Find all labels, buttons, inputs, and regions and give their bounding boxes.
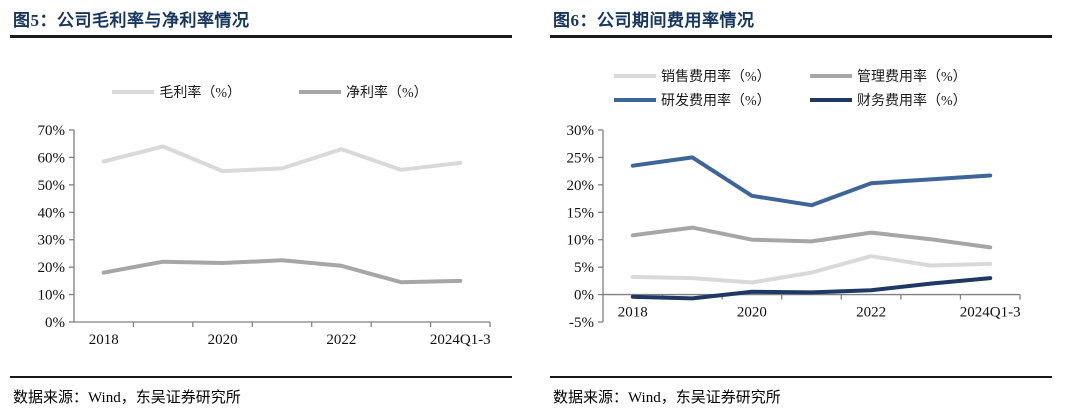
y-tick-label: 60% [38,150,66,166]
legend-line-swatch [810,73,852,79]
legend-label: 研发费用率（%） [661,94,771,109]
x-tick-label: 2018 [89,332,119,348]
y-tick-label: 50% [38,178,66,194]
figure-6-title: 图6：公司期间费用率情况 [553,11,755,30]
figure-6-chart-svg: -5% 0% 5% 10% 15% 20% 25% 30% 2018 2020 2022 2024Q1… [567,123,1021,331]
x-tick-label: 2022 [326,332,356,348]
figure-5-chart: 0% 10% 20% 30% 40% 50% 60% 70% 2018 2020 2022 2024Q… [0,116,540,364]
legend-row: 研发费用率（%） 财务费用率（%） [614,90,1006,110]
y-tick-label: 20% [38,260,66,276]
legend-label: 财务费用率（%） [857,94,967,109]
legend-line-swatch [614,73,656,79]
figure-5-panel: 图5：公司毛利率与净利率情况 毛利率（%） 净利率（%） 0% 10% 20% 30% 4… [0,11,540,406]
legend-item: 毛利率（%） [112,82,241,102]
figure-6-panel: 图6：公司期间费用率情况 销售费用率（%） 管理费用率（%） 研发费用率（%） 财务费… [540,0,1080,415]
figure-6-legend: 销售费用率（%） 管理费用率（%） 研发费用率（%） 财务费用率（%） [540,66,1080,110]
y-tick-label: 10% [567,233,595,249]
x-tick-label: 2024Q1-3 [430,332,491,348]
y-tick-label: 25% [567,150,595,166]
y-tick-label: 5% [574,260,594,276]
y-tick-label: 10% [38,288,66,304]
figure-5-title: 图5：公司毛利率与净利率情况 [13,11,250,30]
legend-item: 管理费用率（%） [810,66,1006,86]
y-tick-label: -5% [569,315,594,331]
series-line-3 [630,276,993,301]
x-tick-label: 2018 [618,305,648,321]
legend-item: 财务费用率（%） [810,90,1006,110]
series-line-2 [630,155,993,208]
y-tick-label: 40% [38,205,66,221]
series-line-1 [630,225,993,250]
legend-line-swatch [614,97,656,103]
legend-item: 净利率（%） [299,82,428,102]
legend-line-swatch [299,89,341,95]
x-tick-label: 2022 [856,305,886,321]
y-tick-label: 30% [38,233,66,249]
y-tick-label: 20% [567,178,595,194]
x-tick-label: 2020 [208,332,238,348]
legend-label: 毛利率（%） [159,86,241,101]
x-tick-label: 2024Q1-3 [960,305,1021,321]
legend-label: 管理费用率（%） [857,70,967,85]
y-tick-label: 0% [45,315,65,331]
series-line-0 [630,254,993,285]
figure-6-bottom-rule [550,376,1052,378]
legend-label: 销售费用率（%） [661,70,771,85]
y-tick-label: 70% [38,123,66,139]
legend-row: 毛利率（%） 净利率（%） [112,82,428,102]
legend-line-swatch [810,97,852,103]
figure-5-legend: 毛利率（%） 净利率（%） [0,82,540,102]
figure-5-top-rule [10,35,512,38]
y-tick-label: 15% [567,205,595,221]
y-tick-label: 0% [574,288,594,304]
series-line-1 [101,258,463,285]
figure-6-top-rule [550,35,1052,38]
legend-label: 净利率（%） [346,86,428,101]
legend-row: 销售费用率（%） 管理费用率（%） [614,66,1006,86]
figure-6-source: 数据来源：Wind，东吴证券研究所 [553,390,781,406]
legend-item: 销售费用率（%） [614,66,810,86]
x-tick-label: 2020 [737,305,767,321]
legend-line-swatch [112,89,155,95]
figure-5-source: 数据来源：Wind，东吴证券研究所 [13,390,241,406]
y-tick-label: 30% [567,123,595,139]
series-line-0 [101,144,463,174]
figure-5-chart-svg: 0% 10% 20% 30% 40% 50% 60% 70% 2018 2020 2022 2024Q… [38,123,491,348]
figure-5-bottom-rule [10,376,512,378]
legend-item: 研发费用率（%） [614,90,810,110]
figure-6-chart: -5% 0% 5% 10% 15% 20% 25% 30% 2018 2020 2022 2024Q1… [540,116,1080,364]
